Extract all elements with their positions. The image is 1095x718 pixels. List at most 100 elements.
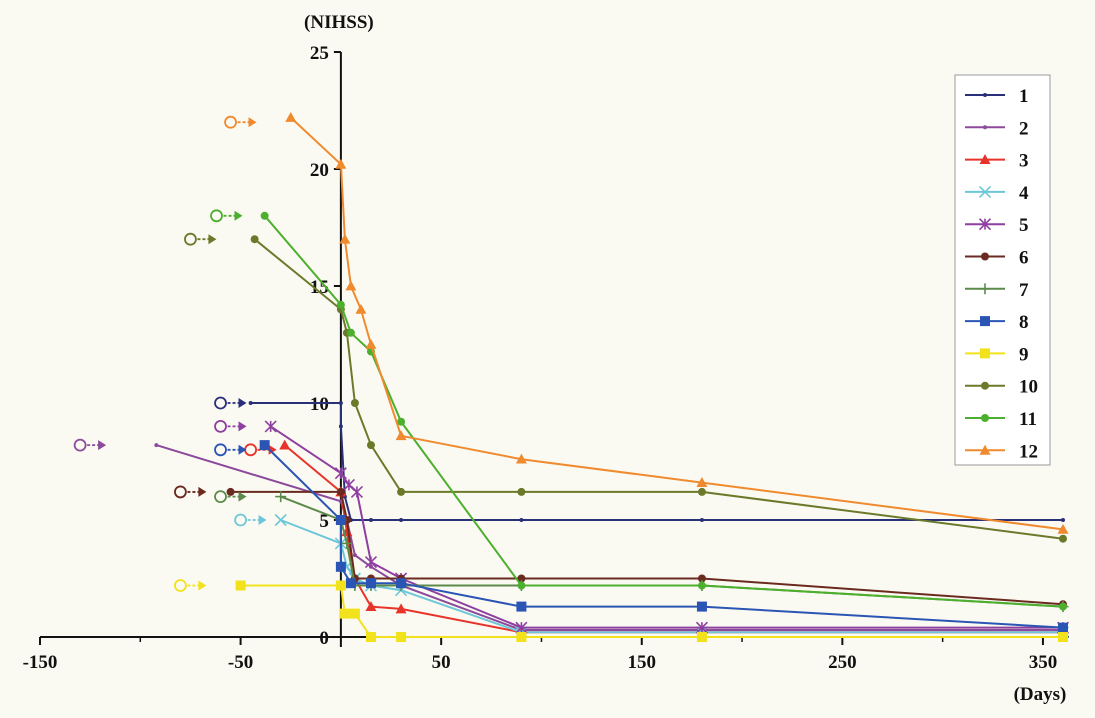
x-axis-title: (Days): [1014, 684, 1067, 705]
data-point-1: [338, 401, 343, 405]
legend-label: 11: [1019, 409, 1037, 430]
data-point-8: [259, 440, 270, 451]
x-tick-label: 150: [628, 652, 657, 673]
data-point-12: [1057, 523, 1069, 534]
legend-label: 6: [1019, 248, 1029, 269]
onset-arrow-head: [234, 210, 243, 221]
series-1: [214, 396, 1065, 522]
legend-label: 8: [1019, 312, 1029, 333]
legend-label: 9: [1019, 344, 1029, 365]
legend-swatch-marker: [979, 154, 991, 164]
data-point-5: [350, 485, 363, 498]
y-tick-label: 0: [319, 628, 329, 649]
data-point-8: [396, 578, 407, 589]
data-point-12: [395, 430, 407, 441]
data-point-3: [279, 439, 291, 450]
onset-marker-11: [210, 209, 243, 223]
onset-marker-5: [214, 419, 247, 433]
series-9: [174, 579, 1068, 642]
data-point-8: [335, 515, 346, 525]
data-point-9: [516, 632, 527, 642]
data-point-10: [366, 441, 375, 450]
data-point-12: [696, 477, 708, 487]
onset-arrow-head: [208, 234, 217, 245]
onset-circle: [214, 419, 227, 433]
legend-label: 12: [1019, 441, 1038, 462]
x-tick-label: -50: [228, 652, 253, 673]
data-point-5: [515, 621, 528, 634]
x-tick-label: 350: [1029, 652, 1058, 673]
onset-arrow-head: [238, 421, 247, 432]
legend-label: 5: [1019, 215, 1029, 236]
x-tick-label: 250: [828, 652, 857, 673]
onset-arrow-head: [238, 491, 247, 502]
y-tick-label: 25: [310, 43, 329, 64]
data-point-2: [154, 443, 159, 448]
data-point-10: [517, 487, 526, 496]
data-point-12: [515, 453, 527, 464]
data-point-6: [336, 487, 345, 496]
data-point-6: [517, 574, 526, 583]
data-point-3: [395, 603, 407, 614]
x-tick-label: -150: [23, 652, 58, 673]
series-layer: [73, 112, 1070, 642]
data-point-9: [365, 632, 376, 642]
legend-swatch-marker: [981, 381, 989, 390]
data-point-8: [1058, 622, 1068, 633]
onset-arrow-head: [198, 580, 207, 591]
data-point-8: [696, 601, 707, 612]
legend-item-1: 1: [965, 86, 1029, 107]
data-point-5: [695, 621, 709, 634]
data-point-11: [1059, 602, 1067, 611]
data-point-6: [226, 487, 235, 496]
data-point-12: [365, 339, 377, 349]
series-5: [214, 419, 1070, 634]
legend-label: 2: [1019, 118, 1029, 139]
data-point-10: [250, 235, 259, 244]
data-point-5: [364, 556, 378, 569]
series-10: [184, 232, 1067, 543]
legend-swatch-marker: [983, 125, 987, 130]
data-point-8: [345, 578, 356, 589]
data-point-9: [1058, 632, 1068, 642]
data-point-11: [260, 211, 269, 220]
series-8: [214, 440, 1068, 633]
onset-circle: [73, 438, 87, 452]
legend-label: 3: [1019, 151, 1029, 172]
data-point-12: [335, 158, 347, 169]
data-point-1: [248, 401, 253, 405]
legend-swatch-marker: [979, 444, 991, 455]
series-line-11: [263, 215, 1064, 608]
series-line-1: [250, 402, 1063, 521]
onset-arrow-head: [238, 398, 247, 408]
data-point-3: [365, 601, 377, 611]
onset-circle: [214, 443, 227, 457]
legend-swatch-marker: [980, 316, 990, 327]
onset-marker-10: [184, 232, 217, 246]
onset-marker-2: [73, 438, 107, 452]
series-4: [234, 513, 1070, 639]
onset-circle: [234, 513, 247, 527]
legend-item-5: 5: [965, 215, 1029, 236]
onset-arrow-head: [238, 444, 247, 455]
legend-label: 10: [1019, 377, 1038, 398]
data-point-10: [350, 399, 359, 407]
legend-item-9: 9: [965, 344, 1029, 365]
y-axis-title: (NIHSS): [304, 12, 374, 33]
onset-circle: [210, 209, 223, 223]
onset-circle: [224, 115, 237, 129]
legend-swatch-marker: [983, 93, 987, 97]
legend-label: 7: [1019, 280, 1029, 301]
onset-marker-12: [224, 115, 257, 129]
legend-swatch-marker: [980, 348, 990, 359]
legend-label: 1: [1019, 86, 1029, 107]
onset-arrow-head: [98, 440, 107, 451]
data-point-8: [335, 561, 346, 572]
legend-swatch-marker: [981, 252, 989, 261]
legend-box: [954, 74, 1051, 466]
onset-arrow-head: [258, 515, 267, 525]
legend-swatch-marker: [979, 283, 991, 295]
onset-circle: [184, 232, 197, 246]
data-point-10: [1059, 534, 1067, 543]
